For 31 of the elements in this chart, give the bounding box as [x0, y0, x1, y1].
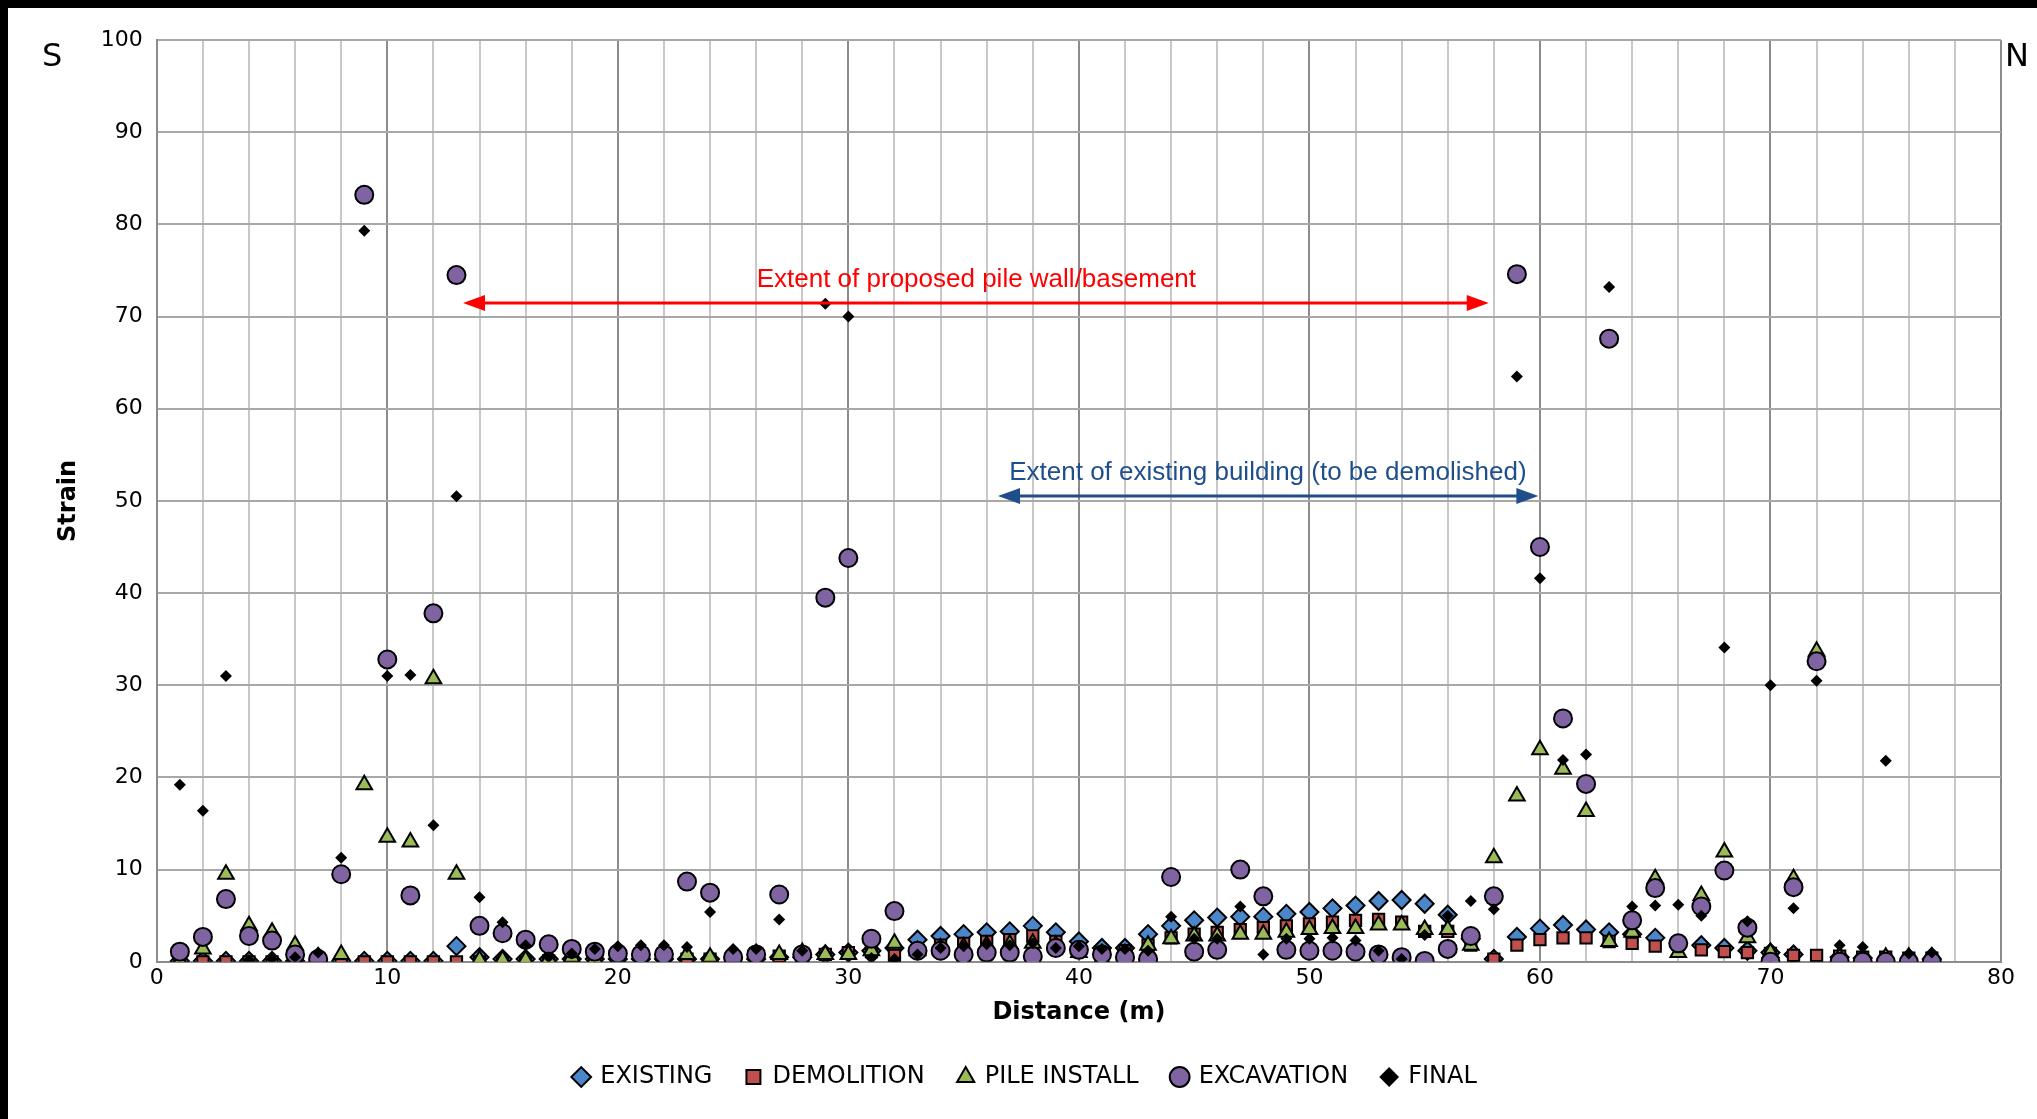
legend-label: DEMOLITION	[772, 1061, 925, 1090]
y-tick-label: 50	[114, 486, 143, 512]
x-axis-title: Distance (m)	[992, 996, 1166, 1025]
x-tick-label: 40	[1064, 963, 1093, 989]
y-tick-label: 10	[114, 855, 143, 881]
x-tick-label: 20	[603, 963, 632, 989]
legend-label: EXCAVATION	[1198, 1061, 1349, 1090]
x-tick-label: 10	[373, 963, 402, 989]
legend-label: FINAL	[1408, 1061, 1478, 1090]
x-tick-label: 50	[1295, 963, 1324, 989]
text: S	[42, 36, 63, 75]
legend-label: PILE INSTALL	[984, 1061, 1140, 1090]
y-axis-title: Strain	[52, 459, 81, 542]
y-tick-label: 90	[114, 117, 143, 143]
x-tick-label: 60	[1525, 963, 1554, 989]
legend-label: EXISTING	[600, 1061, 713, 1090]
x-tick-label: 80	[1987, 963, 2015, 989]
y-tick-label: 40	[114, 578, 143, 604]
y-tick-label: 80	[114, 210, 143, 236]
y-tick-label: 30	[114, 670, 143, 696]
text: N	[2005, 36, 2029, 75]
y-tick-label: 70	[114, 302, 143, 328]
annotation: Extent of existing building (to be demolished)	[1009, 456, 1527, 487]
y-tick-label: 0	[128, 947, 143, 973]
y-tick-label: 20	[114, 763, 143, 789]
x-tick-label: 70	[1756, 963, 1785, 989]
x-tick-label: 0	[149, 963, 164, 989]
y-tick-label: 100	[100, 25, 143, 51]
y-tick-label: 60	[114, 394, 143, 420]
annotation: Extent of proposed pile wall/basement	[756, 262, 1197, 293]
x-tick-label: 30	[834, 963, 863, 989]
